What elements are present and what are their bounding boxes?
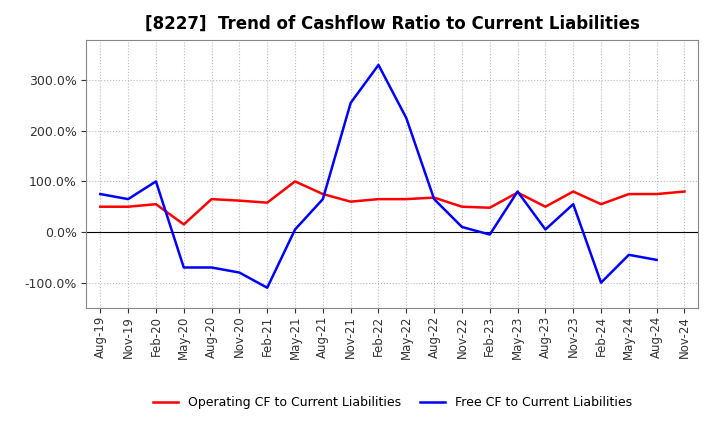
Operating CF to Current Liabilities (96, 204, 104, 209)
Free CF to Current Liabilities (541, 227, 550, 232)
Operating CF to Current Liabilities (597, 202, 606, 207)
Line: Free CF to Current Liabilities: Free CF to Current Liabilities (100, 65, 657, 288)
Operating CF to Current Liabilities (485, 205, 494, 210)
Free CF to Current Liabilities (485, 232, 494, 237)
Free CF to Current Liabilities (652, 257, 661, 263)
Free CF to Current Liabilities (318, 197, 327, 202)
Title: [8227]  Trend of Cashflow Ratio to Current Liabilities: [8227] Trend of Cashflow Ratio to Curren… (145, 15, 640, 33)
Free CF to Current Liabilities (207, 265, 216, 270)
Operating CF to Current Liabilities (179, 222, 188, 227)
Operating CF to Current Liabilities (402, 197, 410, 202)
Free CF to Current Liabilities (374, 62, 383, 68)
Free CF to Current Liabilities (458, 224, 467, 230)
Free CF to Current Liabilities (124, 197, 132, 202)
Free CF to Current Liabilities (152, 179, 161, 184)
Operating CF to Current Liabilities (263, 200, 271, 205)
Free CF to Current Liabilities (402, 115, 410, 121)
Operating CF to Current Liabilities (624, 191, 633, 197)
Operating CF to Current Liabilities (235, 198, 243, 203)
Operating CF to Current Liabilities (652, 191, 661, 197)
Free CF to Current Liabilities (235, 270, 243, 275)
Operating CF to Current Liabilities (680, 189, 689, 194)
Free CF to Current Liabilities (430, 197, 438, 202)
Operating CF to Current Liabilities (513, 190, 522, 195)
Free CF to Current Liabilities (569, 202, 577, 207)
Free CF to Current Liabilities (263, 285, 271, 290)
Operating CF to Current Liabilities (318, 191, 327, 197)
Operating CF to Current Liabilities (430, 195, 438, 200)
Free CF to Current Liabilities (624, 252, 633, 257)
Operating CF to Current Liabilities (458, 204, 467, 209)
Line: Operating CF to Current Liabilities: Operating CF to Current Liabilities (100, 181, 685, 224)
Operating CF to Current Liabilities (207, 197, 216, 202)
Operating CF to Current Liabilities (541, 204, 550, 209)
Operating CF to Current Liabilities (569, 189, 577, 194)
Free CF to Current Liabilities (346, 100, 355, 106)
Free CF to Current Liabilities (96, 191, 104, 197)
Free CF to Current Liabilities (291, 227, 300, 232)
Operating CF to Current Liabilities (152, 202, 161, 207)
Operating CF to Current Liabilities (291, 179, 300, 184)
Free CF to Current Liabilities (513, 189, 522, 194)
Free CF to Current Liabilities (179, 265, 188, 270)
Free CF to Current Liabilities (597, 280, 606, 285)
Operating CF to Current Liabilities (346, 199, 355, 204)
Operating CF to Current Liabilities (124, 204, 132, 209)
Legend: Operating CF to Current Liabilities, Free CF to Current Liabilities: Operating CF to Current Liabilities, Fre… (148, 392, 637, 414)
Operating CF to Current Liabilities (374, 197, 383, 202)
